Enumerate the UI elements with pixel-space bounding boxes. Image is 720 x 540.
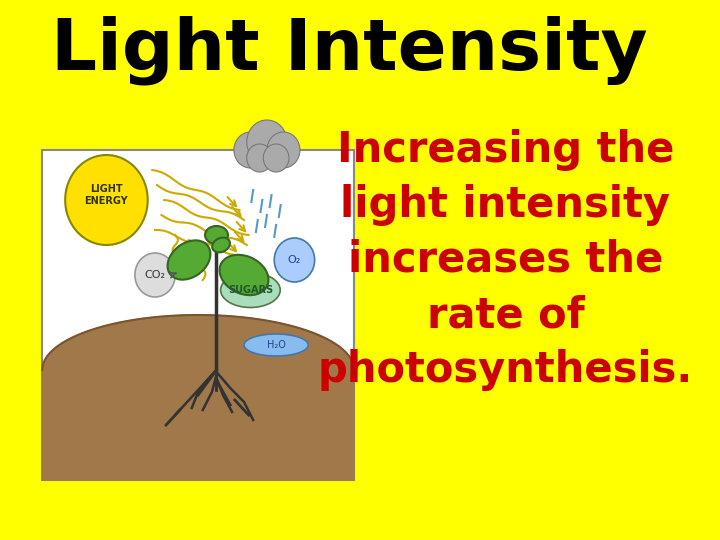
Text: CO₂: CO₂ (145, 270, 166, 280)
Circle shape (274, 238, 315, 282)
Circle shape (247, 120, 287, 164)
Text: H₂O: H₂O (266, 340, 286, 350)
Circle shape (264, 144, 289, 172)
Ellipse shape (205, 226, 228, 244)
Text: SUGARS: SUGARS (228, 285, 273, 295)
Ellipse shape (168, 240, 210, 280)
Circle shape (234, 132, 267, 168)
Ellipse shape (212, 238, 230, 252)
Text: Light Intensity: Light Intensity (51, 15, 648, 85)
FancyBboxPatch shape (42, 150, 354, 480)
Polygon shape (42, 315, 354, 480)
Ellipse shape (220, 255, 269, 295)
Circle shape (267, 132, 300, 168)
Text: LIGHT
ENERGY: LIGHT ENERGY (85, 184, 128, 206)
Ellipse shape (244, 334, 308, 356)
Text: Increasing the
light intensity
increases the
rate of
photosynthesis.: Increasing the light intensity increases… (318, 129, 693, 392)
Ellipse shape (220, 273, 280, 307)
Circle shape (66, 155, 148, 245)
Circle shape (135, 253, 175, 297)
Text: O₂: O₂ (288, 255, 301, 265)
Circle shape (247, 144, 272, 172)
